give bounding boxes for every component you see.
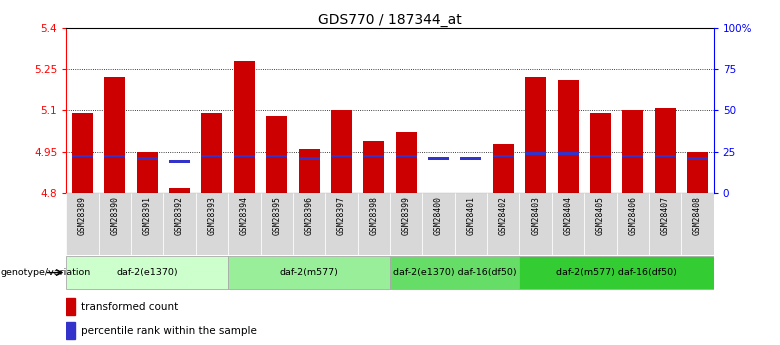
Bar (131, 193, 164, 255)
Bar (164, 193, 196, 255)
Bar (390, 193, 423, 255)
Text: GSM28396: GSM28396 (304, 196, 314, 235)
Bar (105, 155, 126, 157)
Bar (99, 193, 131, 255)
Text: GSM28402: GSM28402 (498, 196, 508, 235)
Text: GSM28406: GSM28406 (628, 196, 637, 235)
Text: daf-2(m577) daf-16(df50): daf-2(m577) daf-16(df50) (556, 268, 677, 277)
Bar (66, 256, 229, 289)
Text: GSM28397: GSM28397 (337, 196, 346, 235)
Bar (266, 116, 287, 193)
Bar (169, 188, 190, 193)
Bar (558, 152, 579, 155)
Bar (169, 160, 190, 163)
Bar (66, 193, 99, 255)
Bar (331, 110, 352, 193)
Bar (201, 155, 222, 157)
Bar (552, 193, 584, 255)
Bar (325, 193, 358, 255)
Bar (66, 322, 76, 339)
Bar (72, 155, 93, 157)
Bar (395, 155, 417, 157)
Bar (358, 193, 390, 255)
Bar (363, 141, 385, 193)
Title: GDS770 / 187344_at: GDS770 / 187344_at (318, 12, 462, 27)
Bar (654, 108, 675, 193)
Bar (293, 193, 325, 255)
Text: GSM28405: GSM28405 (596, 196, 605, 235)
Bar (493, 144, 514, 193)
Bar (428, 193, 449, 232)
Bar (687, 152, 708, 193)
Text: GSM28395: GSM28395 (272, 196, 282, 235)
Bar (390, 256, 519, 289)
Text: daf-2(e1370): daf-2(e1370) (116, 268, 178, 277)
Text: GSM28407: GSM28407 (661, 196, 670, 235)
Bar (261, 193, 293, 255)
Bar (136, 152, 158, 193)
Bar (299, 157, 320, 159)
Bar (395, 132, 417, 193)
Bar (234, 155, 255, 157)
Text: GSM28392: GSM28392 (175, 196, 184, 235)
Bar (460, 193, 481, 229)
Bar (66, 298, 76, 315)
Bar (229, 256, 390, 289)
Bar (72, 113, 93, 193)
Text: transformed count: transformed count (81, 302, 178, 312)
Bar (519, 193, 552, 255)
Text: GSM28408: GSM28408 (693, 196, 702, 235)
Bar (525, 77, 546, 193)
Bar (487, 193, 519, 255)
Text: percentile rank within the sample: percentile rank within the sample (81, 326, 257, 335)
Text: GSM28403: GSM28403 (531, 196, 541, 235)
Bar (331, 155, 352, 157)
Bar (590, 155, 611, 157)
Bar (584, 193, 617, 255)
Bar (428, 157, 449, 160)
Bar (519, 256, 714, 289)
Bar (423, 193, 455, 255)
Bar (196, 193, 229, 255)
Text: GSM28389: GSM28389 (78, 196, 87, 235)
Bar (234, 61, 255, 193)
Bar (687, 157, 708, 160)
Bar (654, 155, 675, 157)
Bar (558, 80, 579, 193)
Text: GSM28393: GSM28393 (207, 196, 217, 235)
Text: GSM28400: GSM28400 (434, 196, 443, 235)
Bar (590, 113, 611, 193)
Bar (525, 152, 546, 155)
Text: GSM28401: GSM28401 (466, 196, 476, 235)
Bar (460, 157, 481, 160)
Bar (105, 77, 126, 193)
Bar (622, 110, 644, 193)
Bar (266, 155, 287, 157)
Bar (682, 193, 714, 255)
Bar (455, 193, 487, 255)
Bar (136, 157, 158, 160)
Bar (493, 155, 514, 157)
Text: GSM28404: GSM28404 (563, 196, 573, 235)
Text: daf-2(m577): daf-2(m577) (280, 268, 339, 277)
Text: GSM28390: GSM28390 (110, 196, 119, 235)
Bar (201, 113, 222, 193)
Text: GSM28399: GSM28399 (402, 196, 411, 235)
Bar (622, 155, 644, 157)
Text: GSM28398: GSM28398 (369, 196, 378, 235)
Text: GSM28394: GSM28394 (239, 196, 249, 235)
Bar (229, 193, 261, 255)
Bar (649, 193, 682, 255)
Text: genotype/variation: genotype/variation (1, 268, 91, 277)
Text: daf-2(e1370) daf-16(df50): daf-2(e1370) daf-16(df50) (393, 268, 516, 277)
Bar (363, 155, 385, 157)
Bar (617, 193, 649, 255)
Bar (299, 149, 320, 193)
Text: GSM28391: GSM28391 (143, 196, 152, 235)
